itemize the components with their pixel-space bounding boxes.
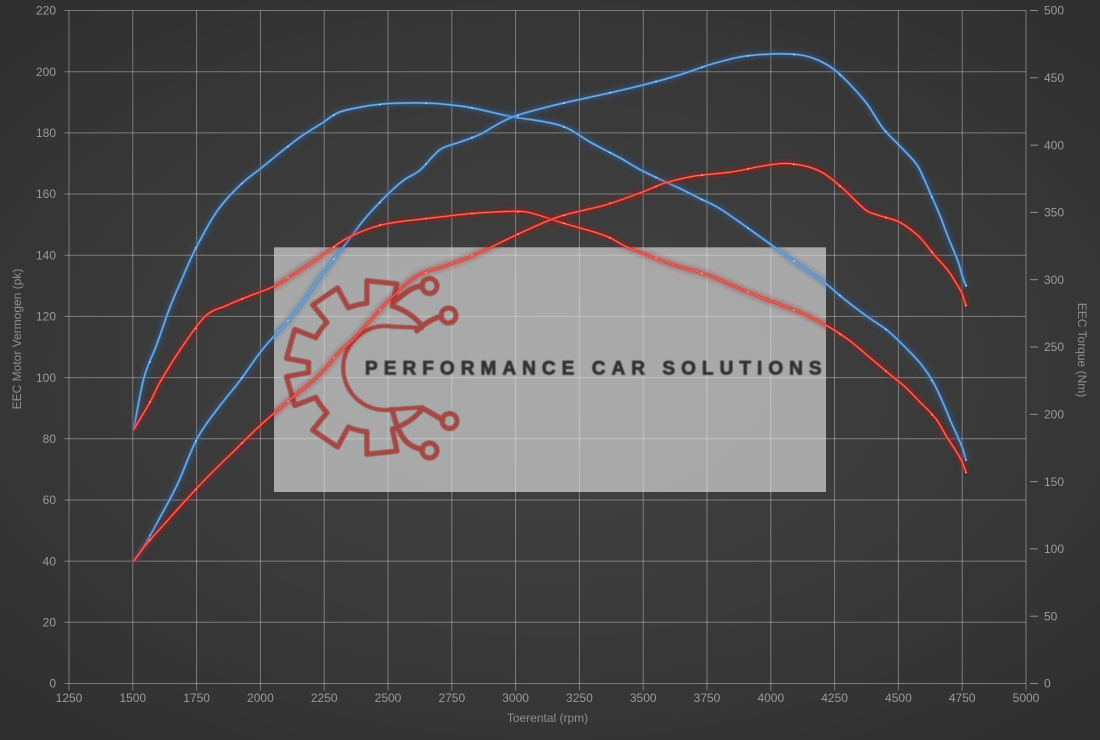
svg-text:40: 40 (43, 554, 57, 568)
svg-text:220: 220 (36, 4, 56, 18)
svg-text:2500: 2500 (375, 691, 402, 705)
svg-text:5000: 5000 (1013, 691, 1040, 705)
svg-text:100: 100 (1044, 542, 1064, 556)
svg-text:150: 150 (1044, 475, 1064, 489)
svg-text:2000: 2000 (247, 691, 274, 705)
svg-text:0: 0 (49, 677, 56, 691)
svg-text:500: 500 (1044, 4, 1064, 18)
svg-text:180: 180 (36, 126, 56, 140)
svg-text:3250: 3250 (566, 691, 593, 705)
svg-text:3000: 3000 (502, 691, 529, 705)
svg-text:50: 50 (1044, 609, 1058, 623)
svg-text:3750: 3750 (694, 691, 721, 705)
svg-text:400: 400 (1044, 138, 1064, 152)
svg-text:4500: 4500 (885, 691, 912, 705)
svg-text:0: 0 (1044, 677, 1051, 691)
svg-text:200: 200 (1044, 408, 1064, 422)
svg-text:200: 200 (36, 65, 56, 79)
svg-text:2750: 2750 (438, 691, 465, 705)
svg-text:4000: 4000 (757, 691, 784, 705)
svg-text:3500: 3500 (630, 691, 657, 705)
svg-text:20: 20 (43, 616, 57, 630)
svg-text:EEC Motor Vermogen (pk): EEC Motor Vermogen (pk) (10, 269, 24, 410)
svg-text:2250: 2250 (311, 691, 338, 705)
svg-text:4750: 4750 (949, 691, 976, 705)
svg-text:1250: 1250 (56, 691, 83, 705)
svg-text:350: 350 (1044, 206, 1064, 220)
svg-text:300: 300 (1044, 273, 1064, 287)
svg-text:EEC Torque (Nm): EEC Torque (Nm) (1075, 303, 1089, 397)
svg-text:450: 450 (1044, 71, 1064, 85)
svg-text:60: 60 (43, 493, 57, 507)
svg-text:PERFORMANCE CAR SOLUTIONS: PERFORMANCE CAR SOLUTIONS (365, 359, 828, 380)
svg-text:120: 120 (36, 310, 56, 324)
svg-text:Toerental (rpm): Toerental (rpm) (507, 711, 588, 725)
svg-text:250: 250 (1044, 340, 1064, 354)
svg-text:80: 80 (43, 432, 57, 446)
svg-text:140: 140 (36, 248, 56, 262)
svg-text:1500: 1500 (119, 691, 146, 705)
svg-text:1750: 1750 (183, 691, 210, 705)
svg-text:4250: 4250 (821, 691, 848, 705)
svg-text:160: 160 (36, 187, 56, 201)
svg-text:100: 100 (36, 371, 56, 385)
